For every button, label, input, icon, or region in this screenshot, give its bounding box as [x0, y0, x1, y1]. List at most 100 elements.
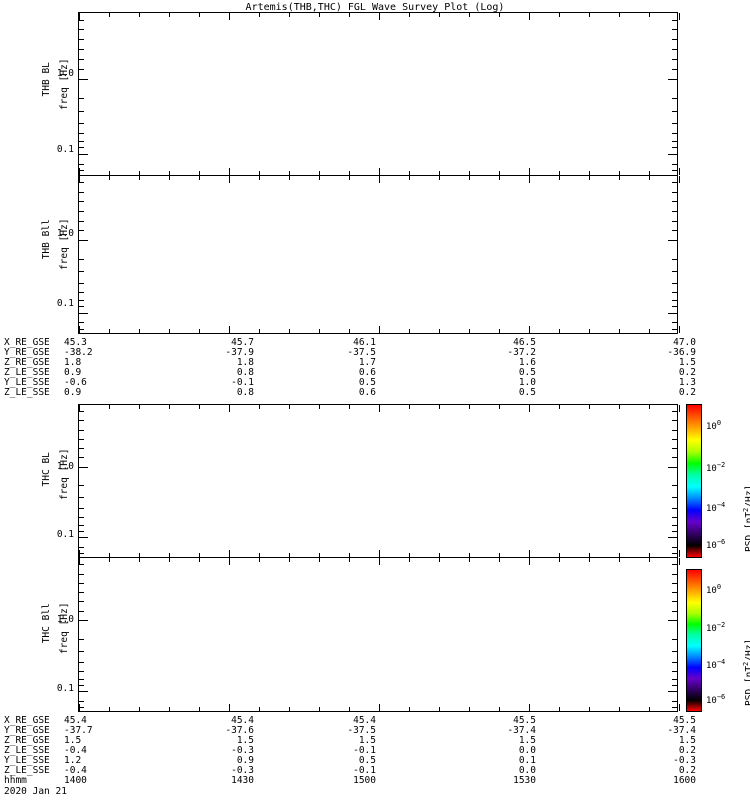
xtick-minor: [409, 553, 410, 557]
page-title: Artemis(THB,THC) FGL Wave Survey Plot (L…: [245, 2, 505, 13]
xtick-minor: [139, 13, 140, 17]
xtick-minor: [409, 171, 410, 175]
annotation-row: Z_LE_SSE 0.9 0.8 0.6 0.5 0.2: [4, 388, 746, 398]
annotation-value: 1.5: [236, 735, 254, 746]
xtick-major: [529, 326, 530, 333]
xtick-minor: [559, 176, 560, 180]
annotation-value: 1.5: [64, 735, 82, 746]
ytick-minor: [79, 678, 84, 680]
annotation-value: 1.5: [358, 735, 376, 746]
xtick-minor: [289, 707, 290, 711]
xtick-minor: [349, 171, 350, 175]
annotation-table-bottom: X_RE_GSE 45.4 45.4 45.4 45.5 45.5 Y_RE_GSE -37.…: [4, 716, 746, 786]
xtick-minor: [199, 176, 200, 180]
ytick-minor: [672, 564, 677, 566]
ytick-minor: [79, 68, 84, 70]
annotation-table-top: X_RE_GSE 45.3 45.7 46.1 46.5 47.0 Y_RE_GSE -38.…: [4, 338, 746, 398]
ytick-minor: [79, 147, 84, 149]
annotation-row: X_RE_GSE 45.4 45.4 45.4 45.5 45.5: [4, 716, 746, 726]
ytick-minor: [672, 546, 677, 548]
annotation-value: -0.3: [231, 765, 254, 776]
ytick-minor: [672, 122, 677, 124]
ytick-minor: [79, 122, 84, 124]
ytick-major: [79, 239, 88, 241]
annotation-row: Z_RE_GSE 1.8 1.8 1.7 1.6 1.5: [4, 358, 746, 368]
ytick-minor: [672, 651, 677, 652]
ytick-minor: [79, 573, 84, 575]
xtick-major: [79, 704, 80, 711]
ytick-minor: [672, 448, 677, 450]
panel-thb-bpara: [78, 175, 680, 334]
xtick-minor: [109, 405, 110, 409]
xtick-minor: [469, 176, 470, 180]
ytick-minor: [79, 182, 84, 184]
xtick-minor: [319, 405, 320, 409]
ytick-minor: [79, 610, 84, 612]
ytick-minor: [79, 132, 84, 134]
annotation-row-label: X_RE_GSE: [4, 337, 50, 348]
annotation-row-label: Z_LE_SSE: [4, 387, 50, 398]
xtick-minor: [439, 329, 440, 333]
xtick-minor: [199, 553, 200, 557]
annotation-value: 0.2: [678, 765, 696, 776]
ytick-major: [79, 154, 88, 156]
xtick-minor: [649, 329, 650, 333]
ytick-major: [79, 620, 88, 621]
colorbar-tick-label: 10−2: [706, 460, 726, 474]
annotation-row-label: Y_LE_SSE: [4, 755, 50, 766]
xtick-minor: [139, 329, 140, 333]
xtick-minor: [619, 707, 620, 711]
annotation-value: 1.5: [678, 357, 696, 368]
annotation-row-label: Z_LE_SSE: [4, 367, 50, 378]
xtick-minor: [439, 13, 440, 17]
xtick-minor: [289, 171, 290, 175]
xtick-minor: [499, 553, 500, 557]
ytick-minor: [79, 220, 84, 222]
xtick-minor: [439, 707, 440, 711]
ytick-major: [79, 537, 88, 539]
xtick-major: [529, 176, 530, 183]
xtick-major: [229, 558, 230, 565]
annotation-value: -37.4: [507, 725, 536, 736]
ytick-minor: [672, 220, 677, 222]
colorbar-tick-label: 10−4: [706, 500, 726, 514]
xtick-minor: [619, 171, 620, 175]
ytick-minor: [672, 322, 677, 324]
annotation-row: Y_LE_SSE 1.2 0.9 0.5 0.1 -0.3: [4, 756, 746, 766]
ytick-minor: [79, 29, 84, 31]
ytick-minor: [79, 19, 84, 21]
ytick-minor: [79, 230, 84, 232]
xtick-minor: [349, 558, 350, 562]
annotation-value: -0.1: [353, 745, 376, 756]
annotation-value: -37.4: [667, 725, 696, 736]
xtick-major: [679, 405, 680, 412]
xtick-minor: [469, 707, 470, 711]
annotation-value: 45.5: [673, 715, 696, 726]
xtick-minor: [259, 13, 260, 17]
xtick-minor: [169, 405, 170, 409]
xtick-minor: [169, 553, 170, 557]
ytick-minor: [672, 98, 677, 100]
annotation-value: 0.8: [236, 367, 254, 378]
ytick-major: [668, 466, 677, 468]
panel-thb-bperp: [78, 12, 680, 176]
xtick-minor: [199, 707, 200, 711]
annotation-value: 45.3: [64, 337, 87, 348]
ytick-minor: [672, 111, 677, 113]
ytick-minor: [79, 271, 84, 273]
xtick-minor: [589, 405, 590, 409]
ytick-minor: [672, 610, 677, 612]
xtick-minor: [559, 329, 560, 333]
xtick-major: [229, 176, 230, 183]
annotation-value: -38.2: [64, 347, 93, 358]
ytick-minor: [672, 163, 677, 165]
xtick-major: [379, 168, 380, 175]
ytick-minor: [672, 49, 677, 51]
xtick-minor: [559, 707, 560, 711]
xtick-minor: [499, 405, 500, 409]
ytick-major: [668, 537, 677, 539]
ytick-thb-bperp-1: 1.0: [56, 68, 74, 79]
xtick-minor: [259, 329, 260, 333]
xtick-major: [679, 558, 680, 565]
ylabel-thb-bpara-units: freq [Hz]: [48, 190, 70, 310]
